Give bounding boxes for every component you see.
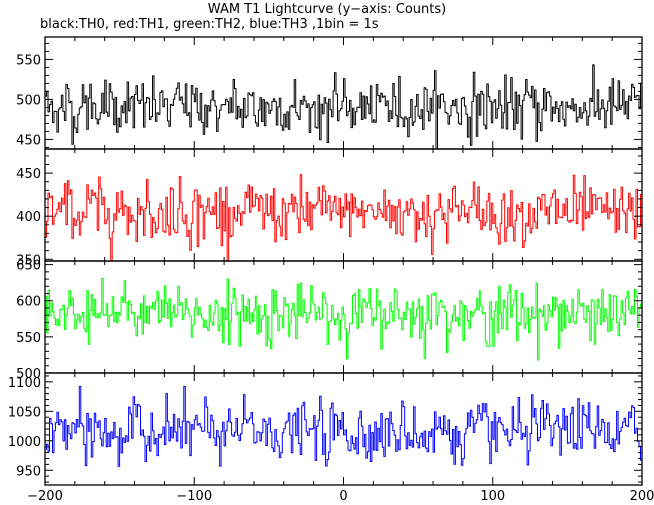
x-tick-label: 0 [339,489,347,504]
y-tick-label: 500 [16,93,41,108]
y-tick-label: 450 [16,133,41,148]
y-tick-label: 650 [16,259,41,274]
x-tick-label: −200 [27,489,63,504]
series-line-th3 [45,385,642,467]
chart-title: WAM T1 Lightcurve (y−axis: Counts) [207,2,447,17]
series-line-th0 [45,64,642,149]
y-tick-label: 950 [16,464,41,479]
y-tick-label: 600 [16,295,41,310]
series-line-th1 [45,174,642,261]
y-tick-label: 1050 [8,405,41,420]
x-tick-label: −100 [176,489,212,504]
y-tick-label: 350 [16,253,41,268]
y-tick-label: 1100 [8,376,41,391]
x-tick-label: 200 [630,489,654,504]
y-tick-label: 550 [16,331,41,346]
y-tick-label: 500 [16,367,41,382]
series-line-th2 [45,277,642,361]
y-tick-label: 1000 [8,435,41,450]
y-tick-label: 550 [16,53,41,68]
chart-subtitle: black:TH0, red:TH1, green:TH2, blue:TH3 … [40,17,379,32]
y-tick-label: 400 [16,210,41,225]
x-tick-label: 100 [480,489,505,504]
panel-frame-2 [44,148,643,262]
y-tick-label: 450 [16,167,41,182]
